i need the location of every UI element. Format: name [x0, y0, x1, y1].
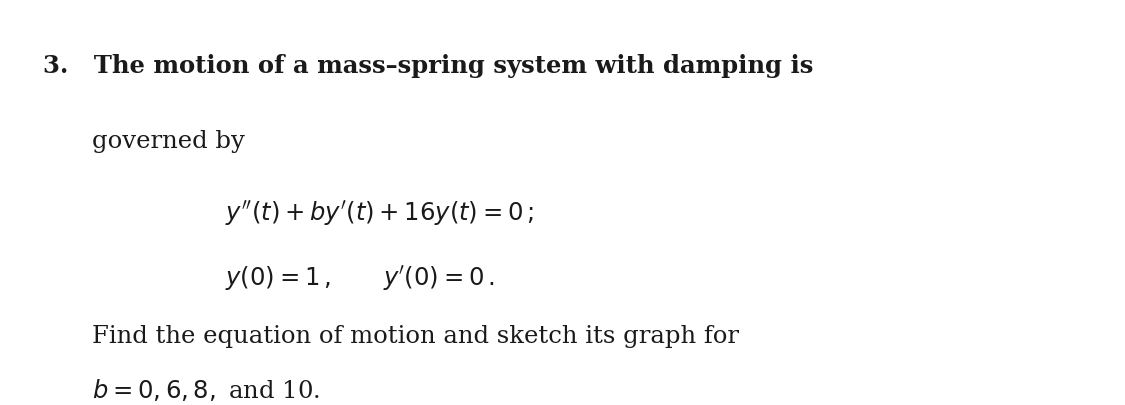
- Text: 3.   The motion of a mass–spring system with damping is: 3. The motion of a mass–spring system wi…: [43, 54, 813, 78]
- Text: $y(0) = 1\,,\qquad y'(0) = 0\,.$: $y(0) = 1\,,\qquad y'(0) = 0\,.$: [225, 264, 495, 293]
- Text: Find the equation of motion and sketch its graph for: Find the equation of motion and sketch i…: [92, 324, 739, 347]
- Text: governed by: governed by: [92, 130, 245, 153]
- Text: $b = 0, 6, 8,$ and 10.: $b = 0, 6, 8,$ and 10.: [92, 376, 321, 402]
- Text: $y''(t) + by'(t) + 16y(t) = 0\,;$: $y''(t) + by'(t) + 16y(t) = 0\,;$: [225, 199, 534, 228]
